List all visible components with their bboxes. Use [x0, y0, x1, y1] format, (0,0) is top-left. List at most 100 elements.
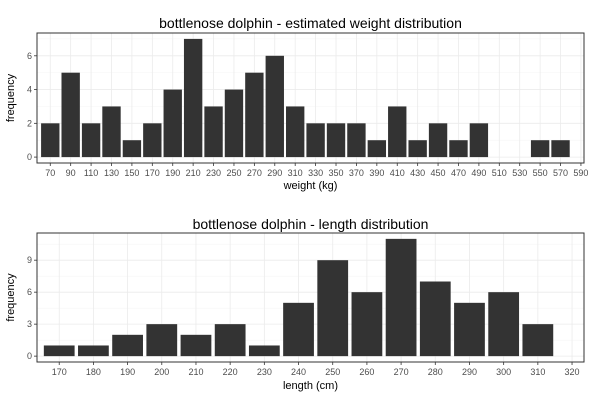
bar-300 — [488, 292, 520, 357]
bar-290 — [265, 55, 284, 158]
x-tick-label: 430 — [410, 168, 425, 178]
x-tick-label: 240 — [291, 367, 306, 377]
x-tick-label: 550 — [533, 168, 548, 178]
x-tick-label: 130 — [104, 168, 119, 178]
x-tick-label: 230 — [206, 168, 221, 178]
x-tick-label: 370 — [349, 168, 364, 178]
x-tick-label: 260 — [359, 367, 374, 377]
bar-110 — [81, 123, 101, 158]
x-tick-label: 210 — [188, 367, 203, 377]
x-tick-label: 410 — [390, 168, 405, 178]
x-tick-label: 170 — [145, 168, 160, 178]
bar-260 — [351, 292, 383, 357]
bar-450 — [428, 123, 448, 158]
x-tick-label: 230 — [257, 367, 272, 377]
bar-130 — [102, 106, 121, 158]
chart-title: bottlenose dolphin - length distribution — [193, 216, 429, 232]
x-tick-label: 330 — [308, 168, 323, 178]
x-tick-label: 200 — [154, 367, 169, 377]
x-tick-label: 280 — [428, 367, 443, 377]
y-tick-label: 6 — [27, 287, 32, 297]
bar-350 — [326, 123, 346, 158]
y-axis-label: frequency — [5, 273, 17, 322]
bar-150 — [122, 140, 142, 158]
bar-250 — [224, 89, 244, 158]
bar-200 — [146, 324, 178, 357]
x-tick-label: 180 — [86, 367, 101, 377]
x-tick-label: 290 — [267, 168, 282, 178]
bar-410 — [388, 106, 407, 158]
bar-70 — [41, 123, 60, 158]
x-tick-label: 350 — [328, 168, 343, 178]
bar-390 — [367, 140, 387, 158]
bar-90 — [61, 72, 80, 158]
bar-240 — [283, 302, 314, 357]
panel-border — [36, 32, 585, 164]
bar-170 — [143, 123, 162, 158]
bar-270 — [245, 72, 264, 158]
bar-230 — [248, 345, 280, 357]
chart-2: 0 3 6 9 170 180 190 200 210 220 230 240 250 260 270 280… — [5, 216, 585, 392]
x-tick-label: 210 — [186, 168, 201, 178]
y-tick-label: 0 — [27, 351, 32, 361]
bar-330 — [306, 123, 325, 158]
x-tick-label: 220 — [223, 367, 238, 377]
x-axis-label: length (cm) — [283, 380, 338, 392]
bar-190 — [112, 334, 143, 357]
bar-290 — [454, 302, 485, 357]
chart-1: 0 2 4 6 70 90 110 130 150 170 190 210 230 250 270 290 31… — [5, 15, 588, 192]
x-tick-label: 570 — [553, 168, 568, 178]
bar-310 — [286, 106, 305, 158]
bar-570 — [551, 140, 570, 158]
y-tick-label: 6 — [27, 51, 32, 61]
bar-210 — [180, 334, 212, 357]
bar-170 — [43, 345, 75, 357]
bar-250 — [317, 260, 349, 357]
x-tick-label: 250 — [226, 168, 241, 178]
x-tick-label: 190 — [120, 367, 135, 377]
bar-550 — [530, 140, 550, 158]
x-tick-label: 310 — [288, 168, 303, 178]
bar-370 — [347, 123, 366, 158]
y-tick-label: 3 — [27, 319, 32, 329]
y-tick-label: 4 — [27, 85, 32, 95]
x-tick-label: 490 — [471, 168, 486, 178]
x-tick-label: 250 — [325, 367, 340, 377]
x-tick-label: 310 — [530, 367, 545, 377]
x-tick-label: 150 — [124, 168, 139, 178]
bar-490 — [469, 123, 489, 158]
y-tick-label: 0 — [27, 152, 32, 162]
x-tick-label: 450 — [431, 168, 446, 178]
bar-220 — [214, 324, 246, 357]
x-tick-label: 320 — [565, 367, 580, 377]
x-tick-label: 590 — [573, 168, 588, 178]
x-tick-label: 90 — [66, 168, 76, 178]
x-tick-label: 290 — [462, 367, 477, 377]
x-tick-label: 70 — [45, 168, 55, 178]
bar-230 — [204, 106, 223, 158]
x-tick-label: 470 — [451, 168, 466, 178]
y-axis-label: frequency — [5, 73, 17, 122]
x-tick-label: 270 — [394, 367, 409, 377]
bar-430 — [408, 140, 427, 158]
bar-470 — [449, 140, 468, 158]
bar-190 — [163, 89, 182, 158]
x-tick-label: 390 — [369, 168, 384, 178]
y-tick-label: 9 — [27, 255, 32, 265]
bar-280 — [419, 281, 451, 357]
bar-270 — [385, 238, 417, 357]
y-tick-label: 2 — [27, 118, 32, 128]
bar-180 — [78, 345, 109, 357]
x-tick-label: 510 — [492, 168, 507, 178]
x-tick-label: 170 — [52, 367, 67, 377]
x-tick-label: 190 — [165, 168, 180, 178]
panel-border — [36, 232, 585, 363]
x-tick-label: 110 — [84, 168, 98, 178]
bar-310 — [522, 324, 554, 357]
bar-210 — [183, 38, 203, 158]
x-axis-label: weight (kg) — [283, 180, 338, 192]
x-tick-label: 270 — [247, 168, 262, 178]
x-tick-label: 300 — [496, 367, 511, 377]
x-tick-label: 530 — [512, 168, 527, 178]
